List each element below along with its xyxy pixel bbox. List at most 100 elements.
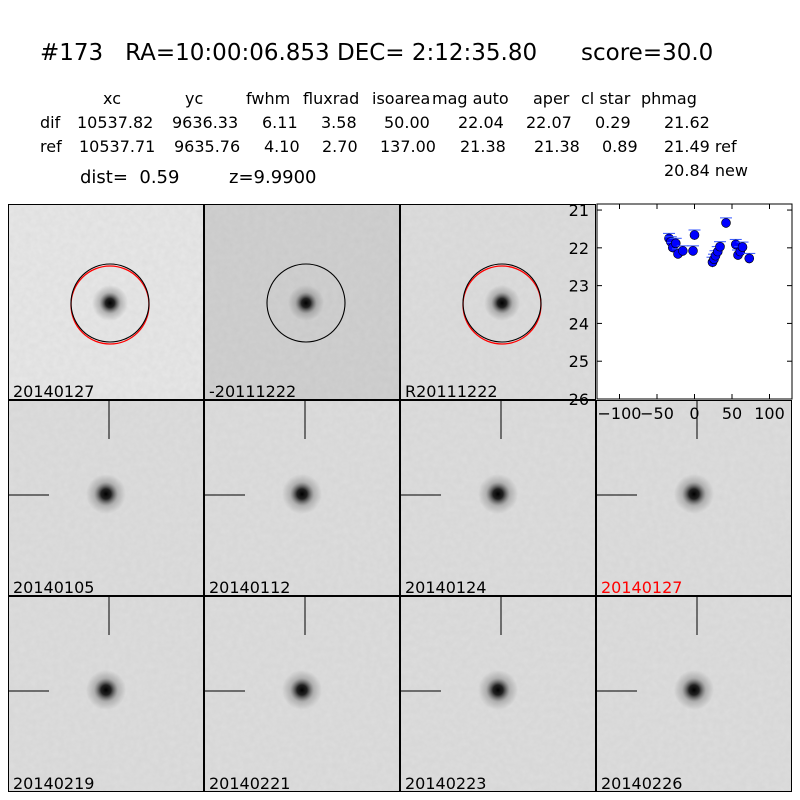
cutout-image [9, 401, 203, 595]
table-cell: 0.89 [602, 137, 638, 156]
cutout-image [597, 597, 791, 791]
aperture-circle-black [462, 263, 542, 343]
column-header: yc [185, 89, 204, 108]
cutout-image [205, 401, 399, 595]
star-source [674, 474, 714, 514]
cutout-image [205, 205, 399, 399]
cutout-image [401, 597, 595, 791]
image-cutout: 20140112 [204, 400, 400, 596]
cutout-image [9, 597, 203, 791]
x-tick-label: 0 [689, 404, 699, 423]
cutout-image [205, 597, 399, 791]
star-source [282, 474, 322, 514]
table-cell: 4.10 [264, 137, 300, 156]
image-cutout: -20111222 [204, 204, 400, 400]
table-cell: 137.00 [380, 137, 436, 156]
table-cell: 3.58 [321, 113, 357, 132]
data-point [721, 218, 731, 228]
column-header: isoarea [372, 89, 431, 108]
image-cutout: R20111222 [400, 204, 596, 400]
image-cutout: 20140219 [8, 596, 204, 792]
data-point [737, 242, 748, 252]
table-cell: 9636.33 [172, 113, 239, 132]
image-cutout: 20140124 [400, 400, 596, 596]
column-header: xc [103, 89, 121, 108]
figure-title: #173 RA=10:00:06.853 DEC= 2:12:35.80 sco… [40, 40, 713, 66]
x-tick-label: −100 [598, 404, 642, 423]
table-cell: 50.00 [384, 113, 430, 132]
table-cell: 22.07 [526, 113, 572, 132]
column-header: aper [533, 89, 570, 108]
data-point [670, 238, 681, 249]
dec: DEC= 2:12:35.80 [337, 40, 538, 66]
table-cell: 21.49 ref [664, 137, 737, 156]
x-tick-label: −50 [640, 404, 674, 423]
x-tick-label: 50 [722, 404, 742, 423]
image-cutout: 20140223 [400, 596, 596, 792]
table-cell: 10537.82 [77, 113, 154, 132]
score: score=30.0 [581, 40, 714, 66]
star-source [484, 285, 520, 321]
image-cutout: 20140226 [596, 596, 792, 792]
table-cell: 0.29 [595, 113, 631, 132]
star-source [478, 670, 518, 710]
cutout-image [401, 205, 595, 399]
table-cell: 22.04 [458, 113, 504, 132]
aperture-circle-black [70, 263, 150, 343]
cutout-date-label: 20140127 [601, 578, 683, 596]
y-tick-label: 21 [569, 201, 589, 220]
star-source [92, 285, 128, 321]
table-cell: 9635.76 [174, 137, 241, 156]
column-header: fluxrad [303, 89, 360, 108]
y-tick-label: 24 [569, 314, 589, 333]
cutout-date-label: 20140221 [209, 774, 291, 792]
data-point [677, 246, 688, 256]
cutout-date-label: 20140105 [13, 578, 95, 596]
cutout-image [597, 401, 791, 595]
star-source [288, 285, 324, 321]
star-source [674, 670, 714, 710]
data-point [688, 246, 698, 256]
cutout-date-label: 20140219 [13, 774, 95, 792]
image-cutout: 20140127 [596, 400, 792, 596]
data-point [715, 241, 725, 252]
y-tick-label: 25 [569, 352, 589, 371]
cutout-date-label: 20140112 [209, 578, 291, 596]
table-cell: 21.38 [534, 137, 580, 156]
cutout-image [9, 205, 203, 399]
row-label: dif [40, 113, 61, 132]
data-point [744, 253, 755, 264]
image-cutout: 20140127 [8, 204, 204, 400]
cutout-date-label: R20111222 [405, 382, 498, 400]
column-header: mag auto [432, 89, 509, 108]
cutout-date-label: 20140223 [405, 774, 487, 792]
phmag-new: 20.84 new [664, 161, 748, 180]
cutout-image [401, 401, 595, 595]
x-tick-label: 100 [754, 404, 785, 423]
z-value: z=9.9900 [229, 167, 317, 188]
table-cell: 2.70 [322, 137, 358, 156]
column-header: phmag [641, 89, 697, 108]
ra: RA=10:00:06.853 [125, 40, 330, 66]
row-label: ref [40, 137, 62, 156]
column-header: cl star [581, 89, 631, 108]
candidate-id: #173 [40, 40, 104, 66]
y-tick-label: 22 [569, 239, 589, 258]
y-tick-label: 26 [569, 390, 589, 409]
cutout-date-label: -20111222 [209, 382, 297, 400]
image-cutout: 20140105 [8, 400, 204, 596]
dist: dist= 0.59 [80, 167, 180, 188]
cutout-date-label: 20140127 [13, 382, 95, 400]
table-cell: 10537.71 [79, 137, 156, 156]
column-header: fwhm [246, 89, 291, 108]
cutout-date-label: 20140124 [405, 578, 487, 596]
star-source [86, 474, 126, 514]
star-source [86, 670, 126, 710]
star-source [282, 670, 322, 710]
cutout-date-label: 20140226 [601, 774, 683, 792]
aperture-circle-black [266, 263, 346, 343]
table-cell: 21.38 [460, 137, 506, 156]
image-cutout: 20140221 [204, 596, 400, 792]
